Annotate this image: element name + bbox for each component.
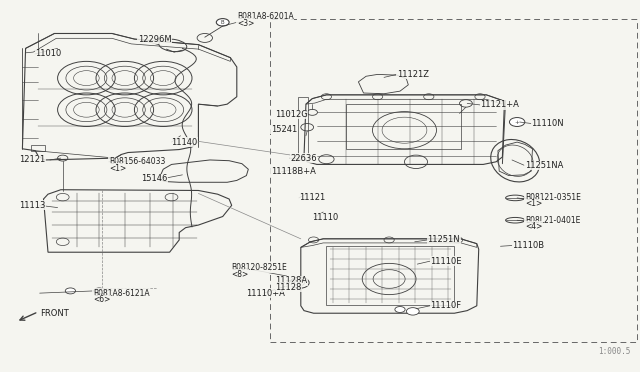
Text: B081A8-6121A: B081A8-6121A (93, 289, 149, 298)
Bar (270, 19, 637, 342)
Text: 22636: 22636 (290, 154, 317, 163)
Text: 11118B+A: 11118B+A (271, 167, 316, 176)
Text: <1>: <1> (109, 164, 126, 173)
Text: B08121-0351E: B08121-0351E (525, 193, 580, 202)
Circle shape (94, 288, 104, 294)
Text: 11121Z: 11121Z (397, 70, 429, 79)
Text: <1>: <1> (525, 199, 542, 208)
Text: 11110B: 11110B (512, 241, 544, 250)
Text: 11110E: 11110E (430, 257, 461, 266)
Text: B08120-8251E: B08120-8251E (232, 263, 287, 272)
Text: FRONT: FRONT (40, 309, 68, 318)
Text: 11128A: 11128A (275, 276, 307, 285)
Text: +: + (515, 119, 520, 125)
Text: 11113: 11113 (19, 201, 45, 210)
Text: 11010: 11010 (35, 49, 61, 58)
Text: B: B (221, 20, 225, 25)
Text: 11121+A: 11121+A (480, 100, 519, 109)
Text: 15241: 15241 (271, 125, 297, 134)
Text: <8>: <8> (232, 270, 249, 279)
Text: 11121: 11121 (299, 193, 325, 202)
Text: 11110+A: 11110+A (246, 289, 285, 298)
Text: <3>: <3> (237, 19, 254, 28)
Text: 11110: 11110 (312, 213, 338, 222)
Text: 11140: 11140 (172, 138, 198, 147)
Text: 12121: 12121 (19, 155, 45, 164)
Circle shape (395, 307, 405, 312)
Text: B08156-64033: B08156-64033 (109, 157, 165, 166)
Text: 11251NA: 11251NA (525, 161, 563, 170)
Text: <4>: <4> (525, 222, 542, 231)
Text: B08L21-0401E: B08L21-0401E (525, 216, 580, 225)
Circle shape (216, 19, 229, 26)
Text: 11110F: 11110F (430, 301, 461, 310)
Text: 12296M: 12296M (138, 35, 172, 44)
Text: 1:000.5: 1:000.5 (598, 347, 630, 356)
Circle shape (509, 118, 525, 126)
Circle shape (65, 288, 76, 294)
Text: 15146: 15146 (141, 174, 167, 183)
Text: 11110N: 11110N (531, 119, 564, 128)
Circle shape (406, 308, 419, 315)
Text: <6>: <6> (93, 295, 110, 304)
Text: B081A8-6201A: B081A8-6201A (237, 12, 294, 21)
Text: 11128: 11128 (275, 283, 301, 292)
Text: 11251N: 11251N (428, 235, 460, 244)
Text: 11012G: 11012G (275, 110, 308, 119)
